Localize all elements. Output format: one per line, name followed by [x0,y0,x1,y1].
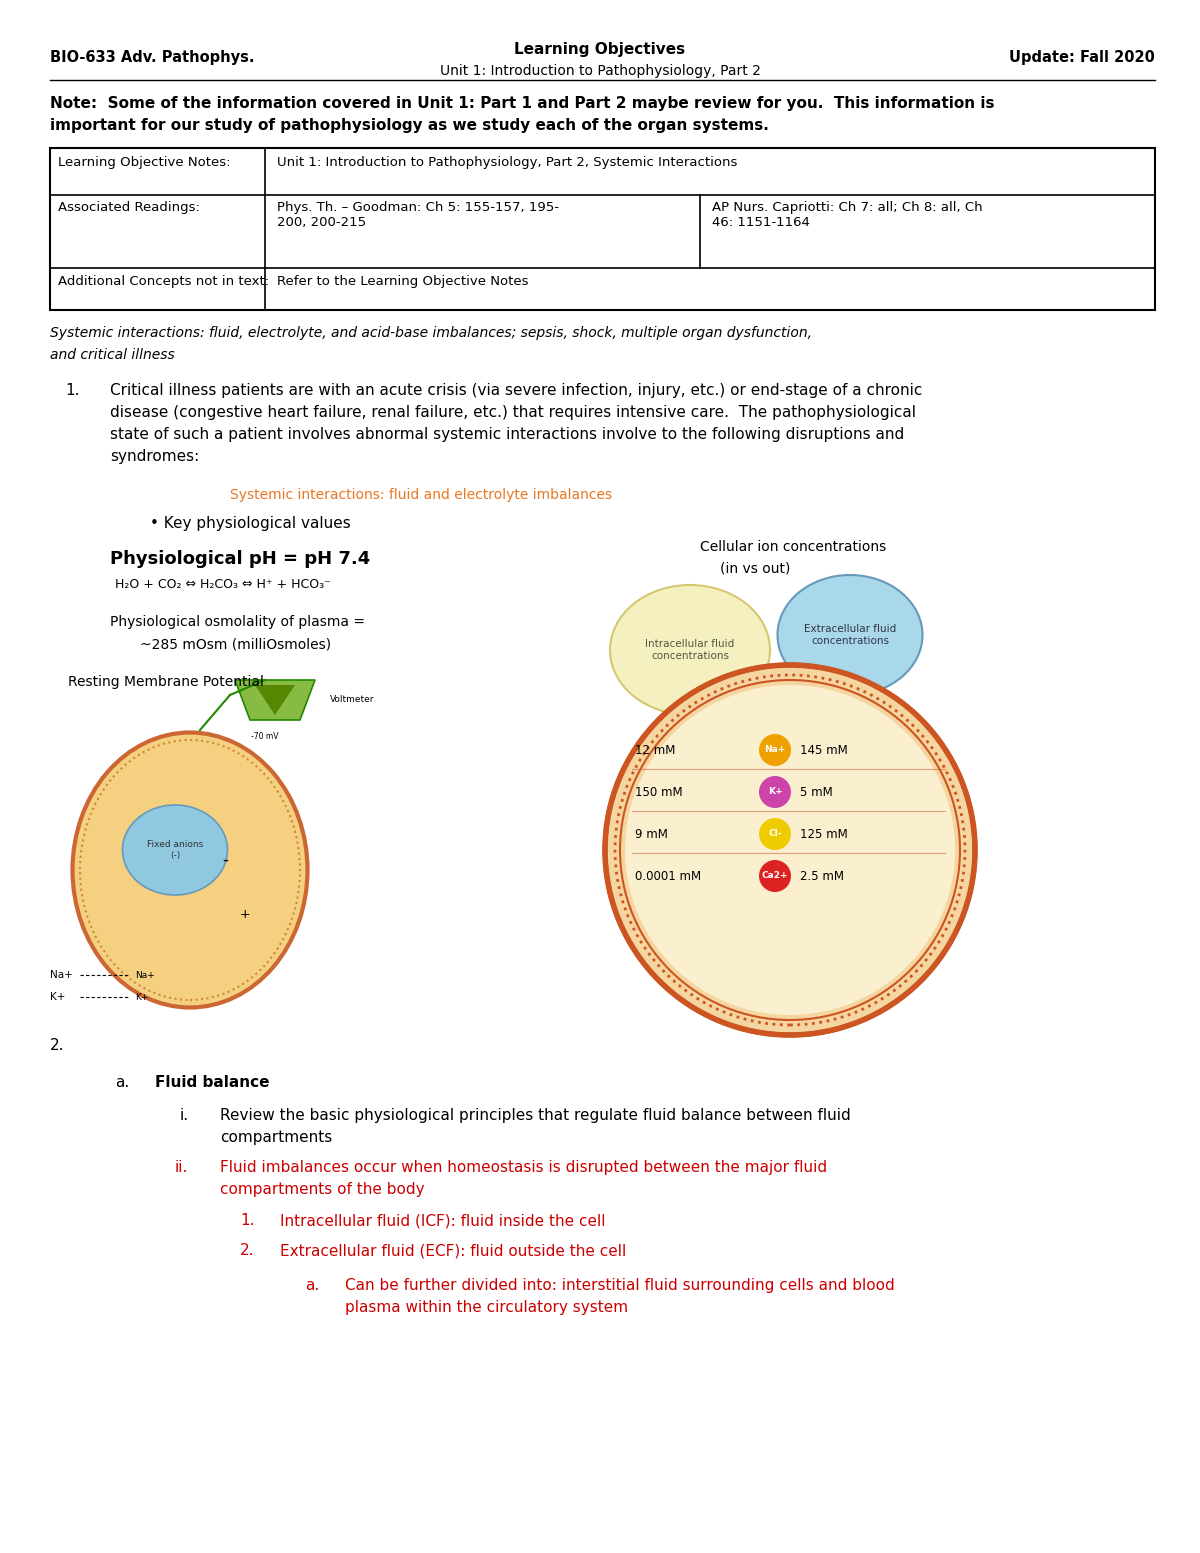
Polygon shape [235,680,314,721]
Text: Learning Objective Notes:: Learning Objective Notes: [58,155,230,169]
Text: syndromes:: syndromes: [110,449,199,464]
Text: Ca2+: Ca2+ [762,871,788,881]
Text: Can be further divided into: interstitial fluid surrounding cells and blood: Can be further divided into: interstitia… [346,1278,895,1294]
Text: Fixed anions
(-): Fixed anions (-) [146,840,203,860]
Ellipse shape [610,585,770,714]
Text: Unit 1: Introduction to Pathophysiology, Part 2, Systemic Interactions: Unit 1: Introduction to Pathophysiology,… [277,155,737,169]
Text: 145 mM: 145 mM [800,744,847,756]
Text: plasma within the circulatory system: plasma within the circulatory system [346,1300,628,1315]
Text: ~285 mOsm (milliOsmoles): ~285 mOsm (milliOsmoles) [140,637,331,651]
Circle shape [760,776,791,808]
Circle shape [760,860,791,891]
Text: 2.: 2. [240,1242,254,1258]
Text: Na+: Na+ [50,971,73,980]
Text: Update: Fall 2020: Update: Fall 2020 [1009,50,1154,65]
Text: Cl-: Cl- [768,829,781,839]
Circle shape [625,685,955,1016]
Text: 1.: 1. [240,1213,254,1228]
Text: Refer to the Learning Objective Notes: Refer to the Learning Objective Notes [277,275,528,287]
Text: H₂O + CO₂ ⇔ H₂CO₃ ⇔ H⁺ + HCO₃⁻: H₂O + CO₂ ⇔ H₂CO₃ ⇔ H⁺ + HCO₃⁻ [115,578,331,592]
Circle shape [605,665,974,1034]
Text: 0.0001 mM: 0.0001 mM [635,870,701,882]
Text: Unit 1: Introduction to Pathophysiology, Part 2: Unit 1: Introduction to Pathophysiology,… [439,64,761,78]
Text: 2.: 2. [50,1037,65,1053]
Text: Physiological pH = pH 7.4: Physiological pH = pH 7.4 [110,550,371,568]
Text: Cellular ion concentrations: Cellular ion concentrations [700,540,887,554]
Text: 12 mM: 12 mM [635,744,676,756]
Text: AP Nurs. Capriotti: Ch 7: all; Ch 8: all, Ch
46: 1151-1164: AP Nurs. Capriotti: Ch 7: all; Ch 8: all… [712,200,983,228]
Text: K+: K+ [50,992,65,1002]
Text: 5 mM: 5 mM [800,786,833,798]
Text: Associated Readings:: Associated Readings: [58,200,200,214]
Text: Fluid balance: Fluid balance [155,1075,270,1090]
Text: compartments: compartments [220,1131,332,1145]
Text: +: + [240,909,251,921]
Text: -: - [222,851,228,870]
Text: Phys. Th. – Goodman: Ch 5: 155-157, 195-
200, 200-215: Phys. Th. – Goodman: Ch 5: 155-157, 195-… [277,200,559,228]
Text: 150 mM: 150 mM [635,786,683,798]
Text: Na+: Na+ [134,971,155,980]
Text: disease (congestive heart failure, renal failure, etc.) that requires intensive : disease (congestive heart failure, renal… [110,405,916,419]
Text: Systemic interactions: fluid and electrolyte imbalances: Systemic interactions: fluid and electro… [230,488,612,502]
Text: 1.: 1. [65,384,79,398]
Text: Additional Concepts not in text:: Additional Concepts not in text: [58,275,269,287]
Text: state of such a patient involves abnormal systemic interactions involve to the f: state of such a patient involves abnorma… [110,427,905,443]
Text: Learning Objectives: Learning Objectives [515,42,685,57]
Text: Voltmeter: Voltmeter [330,696,374,705]
Text: BIO-633 Adv. Pathophys.: BIO-633 Adv. Pathophys. [50,50,254,65]
Ellipse shape [72,733,307,1008]
Text: Intracellular fluid (ICF): fluid inside the cell: Intracellular fluid (ICF): fluid inside … [280,1213,606,1228]
Text: Intracellular fluid
concentrations: Intracellular fluid concentrations [646,640,734,660]
Text: (in vs out): (in vs out) [720,562,791,576]
Text: 2.5 mM: 2.5 mM [800,870,844,882]
Text: Physiological osmolality of plasma =: Physiological osmolality of plasma = [110,615,365,629]
Text: i.: i. [180,1107,190,1123]
Text: • Key physiological values: • Key physiological values [150,516,350,531]
Circle shape [760,818,791,849]
Text: Na+: Na+ [764,745,786,755]
Text: K+: K+ [768,787,782,797]
Text: 125 mM: 125 mM [800,828,847,840]
Text: compartments of the body: compartments of the body [220,1182,425,1197]
Text: 9 mM: 9 mM [635,828,668,840]
Text: ii.: ii. [175,1160,188,1176]
Text: a.: a. [305,1278,319,1294]
Ellipse shape [778,575,923,696]
Text: and critical illness: and critical illness [50,348,175,362]
Text: Critical illness patients are with an acute crisis (via severe infection, injury: Critical illness patients are with an ac… [110,384,923,398]
Text: -70 mV: -70 mV [251,731,278,741]
Text: important for our study of pathophysiology as we study each of the organ systems: important for our study of pathophysiolo… [50,118,769,134]
Ellipse shape [122,804,228,895]
Polygon shape [256,685,295,714]
Circle shape [760,735,791,766]
Text: Extracellular fluid (ECF): fluid outside the cell: Extracellular fluid (ECF): fluid outside… [280,1242,626,1258]
Text: K+: K+ [134,992,149,1002]
Text: Extracellular fluid
concentrations: Extracellular fluid concentrations [804,624,896,646]
Text: Resting Membrane Potential: Resting Membrane Potential [68,676,264,690]
Text: Fluid imbalances occur when homeostasis is disrupted between the major fluid: Fluid imbalances occur when homeostasis … [220,1160,827,1176]
Text: Note:  Some of the information covered in Unit 1: Part 1 and Part 2 maybe review: Note: Some of the information covered in… [50,96,995,110]
Text: Systemic interactions: fluid, electrolyte, and acid-base imbalances; sepsis, sho: Systemic interactions: fluid, electrolyt… [50,326,812,340]
Text: Review the basic physiological principles that regulate fluid balance between fl: Review the basic physiological principle… [220,1107,851,1123]
Text: a.: a. [115,1075,130,1090]
